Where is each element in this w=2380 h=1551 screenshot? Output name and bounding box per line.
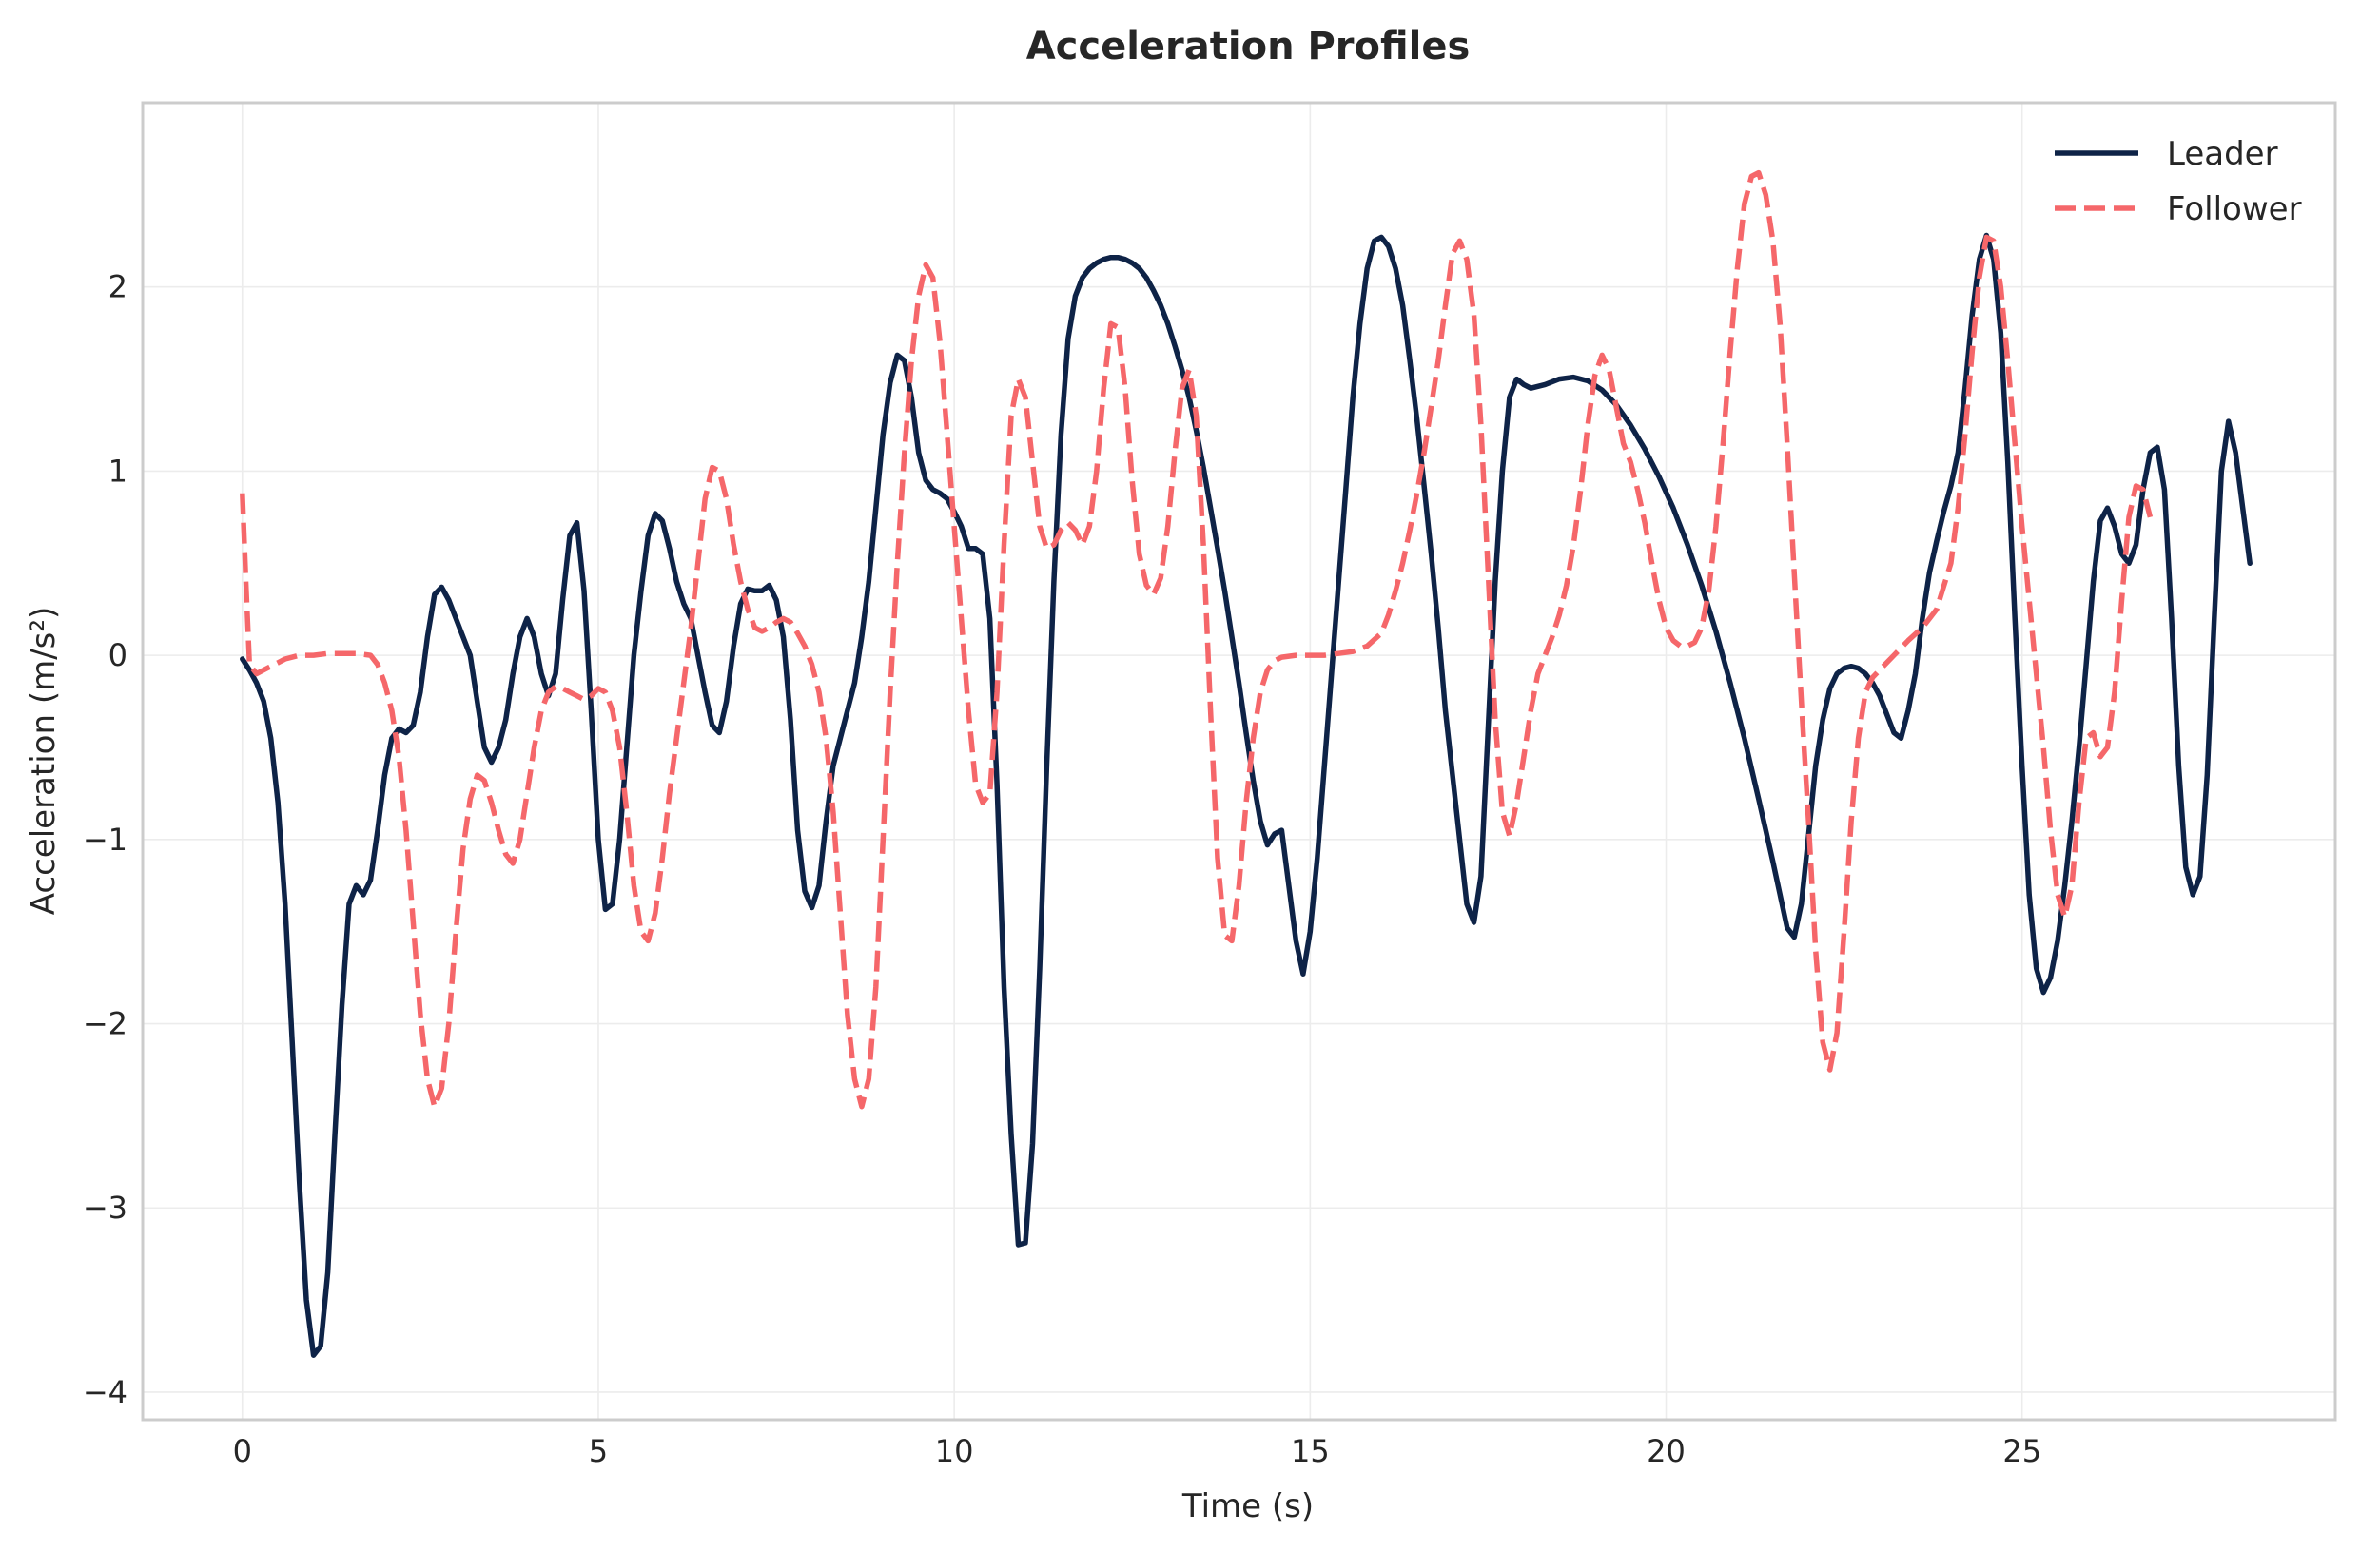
y-axis: −4 −3 −2 −1 0 1 2	[83, 269, 127, 1410]
y-tick-label: 0	[108, 637, 127, 673]
plot-frame	[141, 101, 2337, 1422]
x-axis: 0 5 10 15 20 25	[233, 1433, 2041, 1469]
y-tick-label: 1	[108, 453, 127, 489]
legend: Leader Follower	[2055, 135, 2302, 228]
grid	[143, 103, 2335, 1420]
y-tick-label: −2	[83, 1006, 127, 1042]
chart-title: Acceleration Profiles	[1026, 25, 1471, 68]
legend-label-leader: Leader	[2167, 135, 2278, 173]
y-tick-label: −1	[83, 822, 127, 858]
x-axis-label: Time (s)	[1181, 1487, 1314, 1525]
y-axis-label: Acceleration (m/s²)	[25, 607, 63, 916]
x-tick-label: 15	[1291, 1433, 1330, 1469]
x-tick-label: 10	[935, 1433, 974, 1469]
y-tick-label: −3	[83, 1190, 127, 1226]
y-tick-label: −4	[83, 1374, 127, 1410]
x-tick-label: 20	[1647, 1433, 1686, 1469]
y-tick-label: 2	[108, 269, 127, 305]
x-tick-label: 25	[2002, 1433, 2041, 1469]
series-line-follower	[240, 169, 2154, 1110]
x-tick-label: 5	[589, 1433, 608, 1469]
x-tick-label: 0	[233, 1433, 252, 1469]
legend-label-follower: Follower	[2167, 190, 2302, 228]
series-layer	[240, 169, 2253, 1358]
